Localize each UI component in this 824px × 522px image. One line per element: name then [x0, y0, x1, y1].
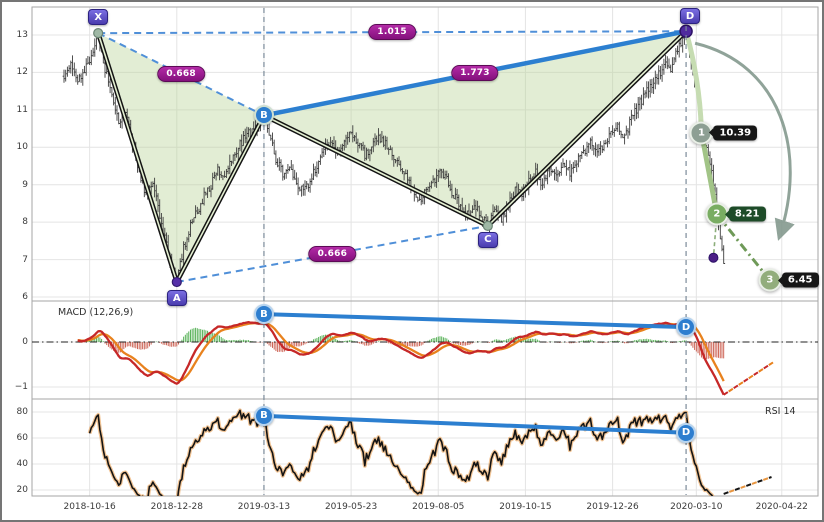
- target-price-pointer: [709, 128, 714, 137]
- price-axis-label: 7: [22, 254, 28, 265]
- rsi-axis-label: 60: [16, 433, 28, 443]
- date-axis-label: 2019-12-26: [586, 502, 639, 512]
- price-axis-label: 9: [22, 179, 28, 190]
- price-axis-label: 13: [16, 30, 28, 40]
- pattern-point-x-label[interactable]: X: [88, 9, 109, 26]
- last-price-dot: [708, 252, 719, 263]
- target-circle-3[interactable]: 3: [758, 268, 782, 292]
- price-axis-label: 12: [16, 67, 28, 78]
- target-price-2[interactable]: 8.21: [724, 206, 766, 222]
- macd-axis-label: −1: [14, 382, 28, 392]
- pattern-point-b-marker[interactable]: B: [253, 105, 274, 126]
- date-axis-label: 2018-10-16: [63, 502, 116, 512]
- rsi-axis-label: 40: [16, 459, 28, 469]
- rsi-b-marker[interactable]: B: [253, 405, 274, 426]
- rsi-d-marker[interactable]: D: [676, 422, 697, 443]
- rsi-axis-label: 80: [16, 407, 28, 417]
- ratio-label-xb[interactable]: 0.668: [157, 66, 205, 83]
- date-axis-label: 2018-12-28: [150, 502, 203, 512]
- pattern-point-a-label[interactable]: A: [166, 290, 187, 307]
- target-price-text: 10.39: [719, 127, 752, 139]
- rsi-indicator-label: RSI 14: [765, 406, 796, 417]
- date-axis-label: 2020-03-10: [670, 502, 723, 512]
- date-axis-label: 2019-10-15: [499, 502, 552, 512]
- rsi-axis-label: 20: [16, 485, 28, 495]
- target-price-pointer: [724, 210, 729, 219]
- price-axis-label: 10: [16, 142, 28, 153]
- target-price-3[interactable]: 6.45: [777, 272, 819, 288]
- date-axis-label: 2019-05-23: [324, 502, 378, 512]
- price-axis-label: 6: [22, 292, 28, 302]
- macd-d-marker[interactable]: D: [676, 317, 697, 338]
- ratio-label-xd[interactable]: 1.015: [368, 24, 416, 41]
- macd-indicator-label: MACD (12,26,9): [58, 307, 134, 318]
- target-price-text: 6.45: [787, 274, 813, 286]
- date-axis-label: 2019-03-13: [237, 502, 291, 512]
- macd-axis-label: 0: [22, 337, 28, 347]
- target-price-text: 8.21: [734, 208, 760, 220]
- target-price-pointer: [777, 276, 782, 285]
- forecast-arrow: [694, 41, 795, 241]
- date-axis-label: 2019-08-05: [412, 502, 465, 512]
- pattern-point-d-label[interactable]: D: [680, 8, 701, 25]
- target-price-1[interactable]: 10.39: [709, 125, 758, 141]
- price-axis-label: 11: [16, 104, 28, 115]
- ratio-label-bd[interactable]: 1.773: [451, 65, 499, 82]
- ratio-label-ac[interactable]: 0.666: [308, 245, 357, 262]
- date-axis-label: 2020-04-22: [755, 502, 808, 512]
- macd-b-marker[interactable]: B: [253, 304, 274, 325]
- pattern-point-c-label[interactable]: C: [477, 231, 498, 248]
- price-axis-label: 8: [22, 217, 28, 228]
